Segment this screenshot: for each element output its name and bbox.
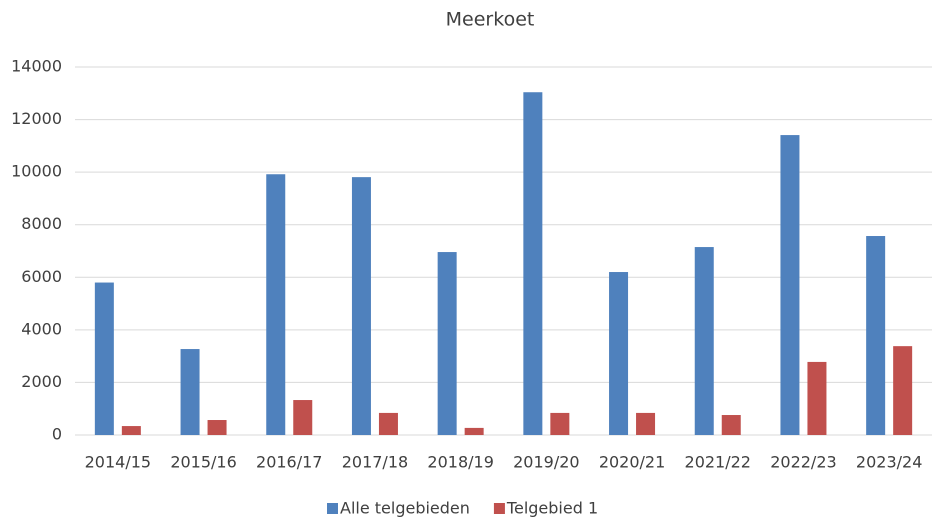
bar bbox=[807, 361, 827, 435]
bar bbox=[207, 420, 227, 435]
x-tick-label: 2020/21 bbox=[599, 453, 665, 472]
legend-label: Telgebied 1 bbox=[506, 499, 598, 518]
bar bbox=[464, 427, 484, 435]
x-tick-label: 2018/19 bbox=[427, 453, 493, 472]
bar bbox=[378, 412, 398, 435]
x-tick-label: 2017/18 bbox=[342, 453, 408, 472]
bar bbox=[866, 236, 886, 435]
x-tick-label: 2021/22 bbox=[685, 453, 751, 472]
bar bbox=[523, 92, 543, 435]
bar bbox=[780, 135, 800, 435]
bar bbox=[893, 346, 913, 435]
y-tick-label: 10000 bbox=[11, 162, 62, 181]
y-tick-label: 8000 bbox=[21, 214, 62, 233]
x-tick-label: 2014/15 bbox=[85, 453, 151, 472]
bar bbox=[94, 282, 114, 435]
x-tick-label: 2016/17 bbox=[256, 453, 322, 472]
bar bbox=[351, 177, 371, 435]
x-tick-label: 2022/23 bbox=[770, 453, 836, 472]
y-tick-label: 4000 bbox=[21, 319, 62, 338]
bar bbox=[121, 426, 141, 435]
chart-title: Meerkoet bbox=[446, 9, 535, 31]
y-tick-label: 2000 bbox=[21, 372, 62, 391]
y-tick-label: 12000 bbox=[11, 109, 62, 128]
bar bbox=[609, 272, 629, 435]
bar bbox=[721, 415, 741, 435]
bar bbox=[266, 174, 286, 435]
bar bbox=[180, 349, 200, 435]
bar bbox=[437, 252, 457, 435]
bar bbox=[694, 247, 714, 435]
y-tick-label: 14000 bbox=[11, 57, 62, 76]
legend-label: Alle telgebieden bbox=[340, 499, 470, 518]
x-tick-label: 2015/16 bbox=[170, 453, 236, 472]
x-tick-label: 2023/24 bbox=[856, 453, 922, 472]
legend-swatch bbox=[493, 503, 505, 514]
legend-swatch bbox=[327, 503, 338, 514]
bar bbox=[636, 412, 656, 435]
y-tick-label: 6000 bbox=[21, 267, 62, 286]
x-tick-label: 2019/20 bbox=[513, 453, 579, 472]
bar bbox=[293, 400, 313, 435]
y-tick-label: 0 bbox=[52, 425, 62, 444]
bar bbox=[550, 412, 570, 435]
